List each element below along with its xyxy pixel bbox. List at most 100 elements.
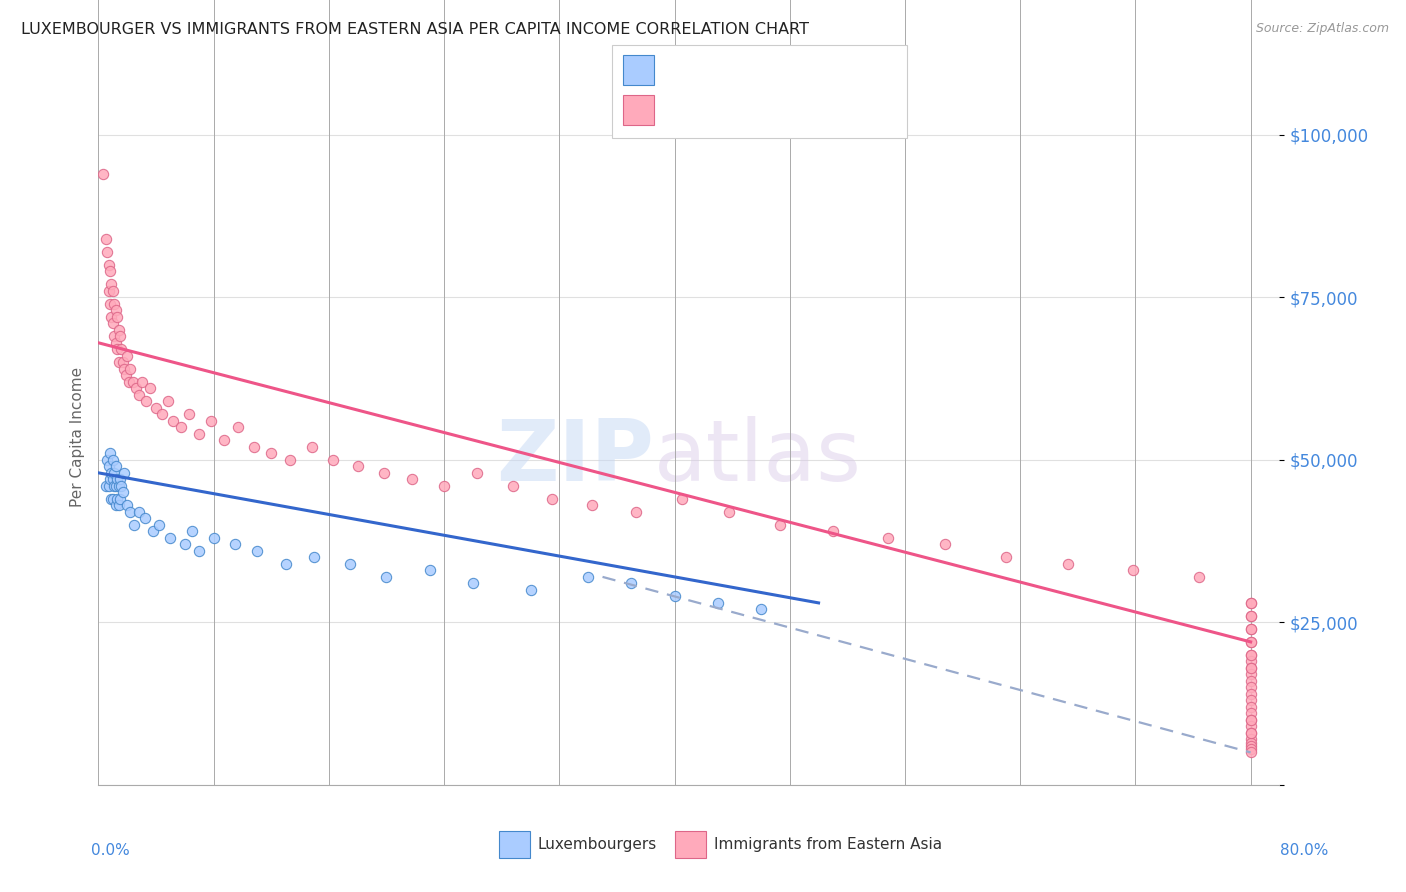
- Point: [373, 466, 395, 480]
- Point: [103, 297, 125, 311]
- Point: [624, 505, 647, 519]
- Point: [1240, 622, 1263, 636]
- Point: [1240, 673, 1263, 688]
- Point: [1240, 742, 1263, 756]
- Point: [101, 284, 124, 298]
- Point: [173, 537, 195, 551]
- Point: [576, 570, 599, 584]
- Point: [620, 576, 643, 591]
- Point: [718, 505, 741, 519]
- Point: [278, 453, 301, 467]
- Point: [107, 323, 129, 337]
- Point: [1240, 693, 1263, 707]
- Point: [375, 570, 398, 584]
- Point: [101, 491, 124, 506]
- Point: [1056, 557, 1078, 571]
- Point: [876, 531, 898, 545]
- Text: 0.0%: 0.0%: [91, 843, 131, 858]
- Point: [112, 361, 135, 376]
- Point: [122, 375, 145, 389]
- Point: [934, 537, 956, 551]
- Text: 51: 51: [817, 61, 839, 78]
- Point: [98, 446, 121, 460]
- Point: [401, 472, 423, 486]
- Point: [98, 297, 121, 311]
- Text: Luxembourgers: Luxembourgers: [537, 838, 657, 852]
- Point: [749, 602, 772, 616]
- Point: [1240, 713, 1263, 727]
- Point: [664, 590, 686, 604]
- Point: [821, 524, 844, 539]
- Point: [103, 466, 125, 480]
- Point: [1240, 667, 1263, 681]
- Point: [104, 499, 127, 513]
- Point: [1240, 700, 1263, 714]
- Point: [1240, 622, 1263, 636]
- Point: [1188, 570, 1211, 584]
- Point: [304, 550, 326, 565]
- Text: N =: N =: [778, 101, 814, 119]
- Point: [150, 407, 173, 421]
- Point: [346, 459, 368, 474]
- Point: [1240, 608, 1263, 623]
- Point: [104, 335, 127, 350]
- Point: [1240, 719, 1263, 733]
- Point: [111, 355, 134, 369]
- Point: [94, 479, 117, 493]
- Point: [339, 557, 361, 571]
- Point: [142, 524, 165, 539]
- Point: [1240, 596, 1263, 610]
- Point: [98, 264, 121, 278]
- Point: [156, 394, 179, 409]
- Point: [104, 303, 127, 318]
- Point: [145, 401, 167, 415]
- Point: [120, 505, 142, 519]
- Point: [105, 310, 128, 324]
- Point: [100, 310, 122, 324]
- Text: Source: ZipAtlas.com: Source: ZipAtlas.com: [1256, 22, 1389, 36]
- Y-axis label: Per Capita Income: Per Capita Income: [69, 367, 84, 508]
- Point: [502, 479, 524, 493]
- Point: [94, 232, 117, 246]
- Point: [465, 466, 488, 480]
- Point: [1240, 739, 1263, 753]
- Point: [1240, 635, 1263, 649]
- Point: [274, 557, 297, 571]
- Point: [224, 537, 246, 551]
- Text: Immigrants from Eastern Asia: Immigrants from Eastern Asia: [714, 838, 942, 852]
- Point: [1240, 726, 1263, 740]
- Point: [97, 479, 120, 493]
- Point: [519, 582, 541, 597]
- Point: [101, 316, 124, 330]
- Point: [1240, 661, 1263, 675]
- Point: [135, 394, 157, 409]
- Point: [107, 479, 129, 493]
- Point: [98, 472, 121, 486]
- Point: [114, 368, 136, 383]
- Point: [1240, 736, 1263, 750]
- Point: [301, 440, 323, 454]
- Point: [1240, 635, 1263, 649]
- Point: [128, 505, 150, 519]
- Point: [91, 167, 114, 181]
- Point: [243, 440, 266, 454]
- Point: [1240, 608, 1263, 623]
- Text: -0.482: -0.482: [704, 61, 763, 78]
- Point: [97, 459, 120, 474]
- Point: [994, 550, 1017, 565]
- Point: [212, 434, 235, 448]
- Text: ZIP: ZIP: [496, 417, 654, 500]
- Text: -0.496: -0.496: [704, 101, 763, 119]
- Point: [202, 531, 225, 545]
- Point: [188, 426, 211, 441]
- Point: [103, 329, 125, 343]
- Point: [108, 491, 131, 506]
- Point: [100, 491, 122, 506]
- Point: [105, 343, 128, 357]
- Point: [419, 563, 441, 577]
- Point: [1240, 746, 1263, 760]
- Point: [188, 544, 211, 558]
- Point: [120, 361, 142, 376]
- Point: [541, 491, 564, 506]
- Point: [128, 388, 150, 402]
